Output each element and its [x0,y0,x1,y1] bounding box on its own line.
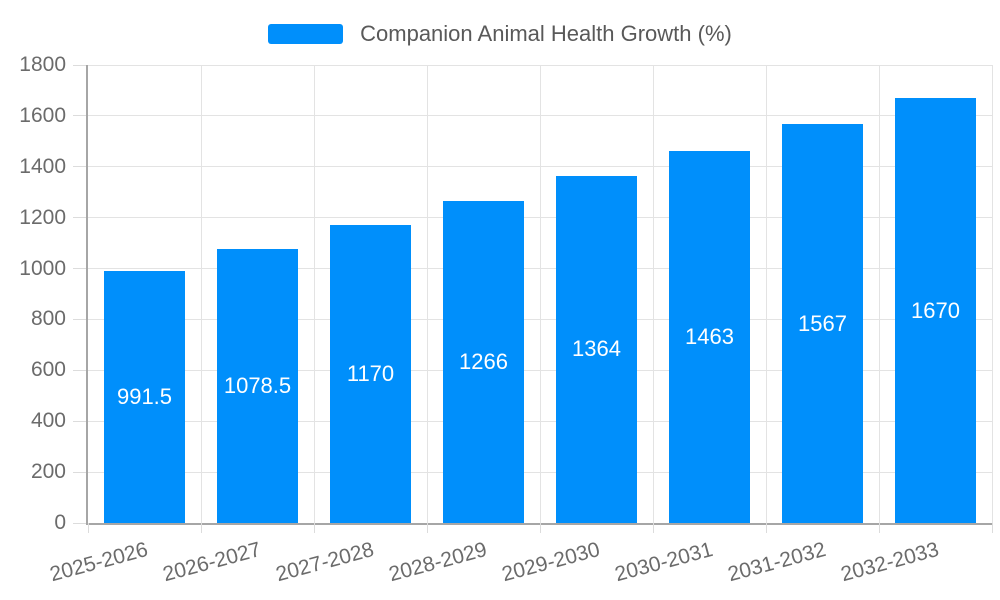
bar[interactable]: 1078.5 [217,248,298,523]
y-tick [73,268,86,270]
y-tick [73,115,86,117]
y-tick [73,166,86,168]
y-axis-tick-label: 1200 [19,205,66,229]
chart-legend: Companion Animal Health Growth (%) [0,21,1000,47]
x-tick [539,523,541,533]
legend-label: Companion Animal Health Growth (%) [360,21,732,46]
bar[interactable]: 1364 [556,175,637,523]
x-gridline [652,65,654,523]
x-axis-tick-label: 2026-2027 [160,538,264,587]
x-gridline [991,65,993,523]
bar-value-label: 1078.5 [223,372,292,398]
x-tick [765,523,767,533]
y-axis-tick-label: 600 [30,358,66,382]
x-gridline [200,65,202,523]
y-tick [73,64,86,66]
y-axis-tick-label: 200 [30,460,66,484]
y-tick [73,522,86,524]
bar-value-label: 991.5 [116,383,173,409]
y-axis-line [86,65,88,523]
y-axis-tick-label: 400 [30,409,66,433]
plot-area: 0 200 400 600 800 1000 1200 1400 1600 1800 991.5 10… [19,53,993,586]
x-gridline [313,65,315,523]
y-axis-tick-label: 1600 [19,103,66,127]
bar-value-label: 1463 [685,323,734,349]
x-axis-tick-label: 2029-2030 [499,538,603,587]
legend-swatch-icon [268,24,344,44]
x-axis-line [86,523,992,525]
bar[interactable]: 1670 [895,98,976,523]
bar[interactable]: 1463 [669,150,750,523]
x-tick [878,523,880,533]
y-axis-tick-label: 0 [54,511,66,534]
bar[interactable]: 1170 [330,225,411,523]
x-gridline [539,65,541,523]
x-axis-tick-label: 2032-2033 [838,538,942,587]
y-tick [73,217,86,219]
x-gridline [426,65,428,523]
y-tick [73,369,86,371]
bar-value-label: 1567 [798,310,847,336]
x-axis-tick-label: 2031-2032 [725,538,829,587]
x-tick [200,523,202,533]
x-axis-tick-label: 2028-2029 [386,538,490,587]
legend-item[interactable]: Companion Animal Health Growth (%) [268,21,732,47]
x-axis-tick-label: 2030-2031 [612,538,716,587]
y-axis-tick-label: 1000 [19,256,66,280]
bar[interactable]: 1266 [443,200,524,523]
x-tick [652,523,654,533]
bar[interactable]: 991.5 [104,270,185,523]
x-tick [991,523,993,533]
bar-value-label: 1670 [911,297,960,323]
x-tick [313,523,315,533]
y-tick [73,420,86,422]
x-axis-tick-label: 2027-2028 [273,538,377,587]
bar[interactable]: 1567 [782,124,863,523]
y-axis-tick-label: 800 [30,307,66,331]
bar-value-label: 1364 [572,336,621,362]
y-tick [73,318,86,320]
y-axis-tick-label: 1400 [19,154,66,178]
bar-value-label: 1266 [459,348,508,374]
y-axis-tick-label: 1800 [19,53,66,76]
x-gridline [878,65,880,523]
y-tick [73,471,86,473]
x-tick [87,523,89,533]
x-axis-tick-label: 2025-2026 [47,538,151,587]
bar-value-label: 1170 [346,361,395,387]
x-tick [426,523,428,533]
x-gridline [765,65,767,523]
